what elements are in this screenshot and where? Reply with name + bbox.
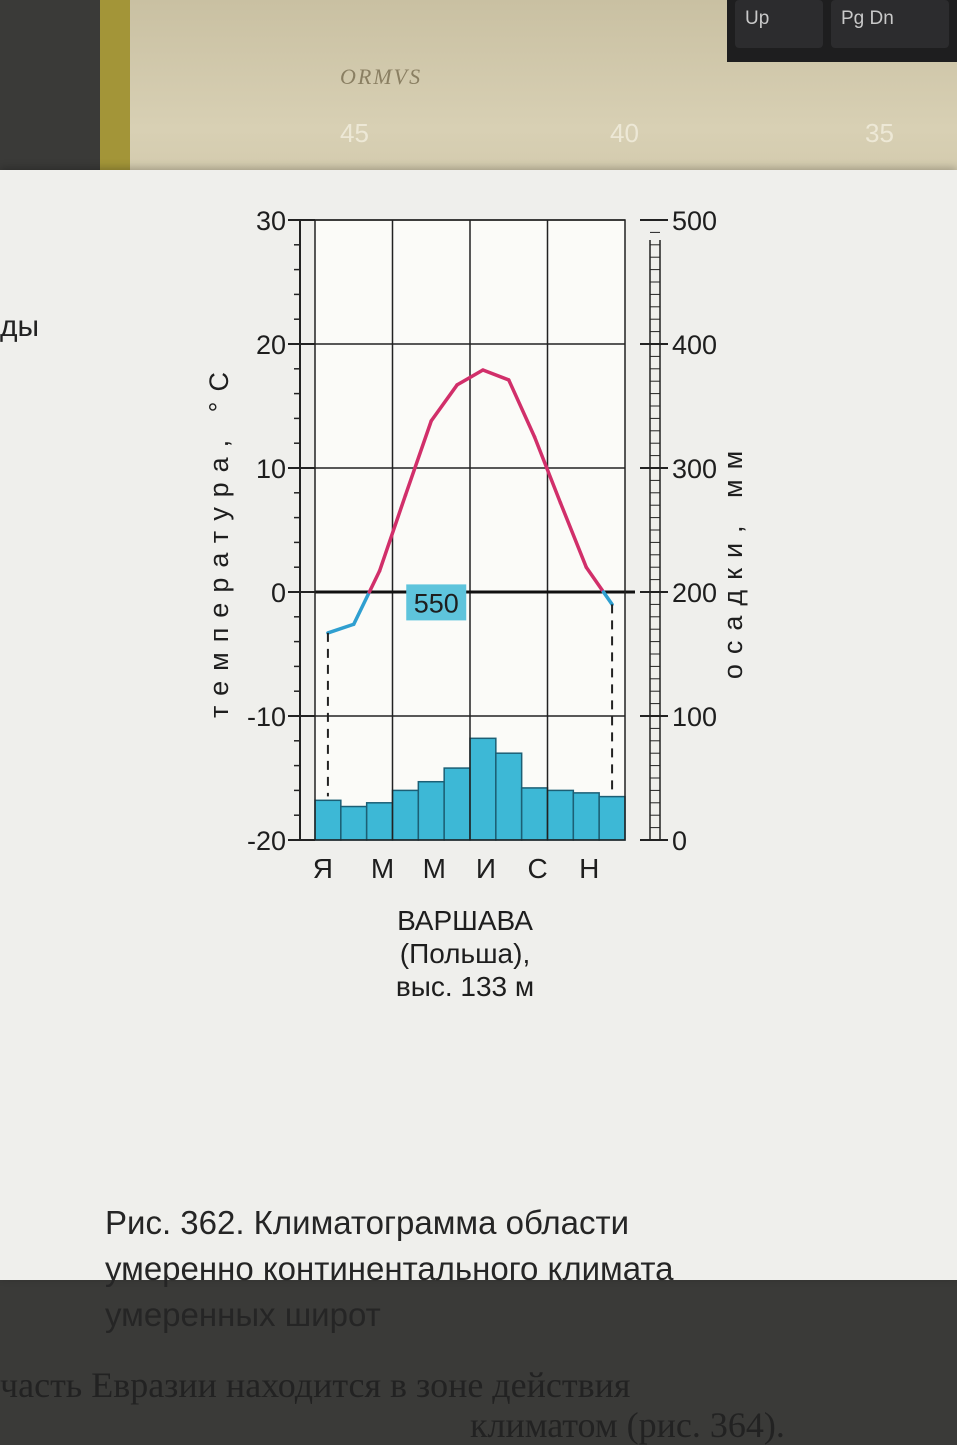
left-axis-tick-label: 20: [256, 330, 286, 360]
previous-page-fragment: ды: [0, 310, 40, 343]
right-axis-tick-label: 300: [672, 454, 717, 484]
month-label: С: [527, 853, 547, 884]
temperature-segment: [507, 378, 537, 439]
annual-precipitation-label: 550: [414, 588, 459, 618]
precipitation-bar: [365, 802, 394, 841]
month-label: Я: [313, 853, 333, 884]
temperature-segment: [584, 565, 606, 594]
temperature-segment: [481, 368, 511, 382]
month-label: М: [371, 853, 394, 884]
precipitation-bar: [340, 805, 368, 841]
caption-line: умеренных широт: [105, 1296, 381, 1333]
body-text-line: часть Евразии находится в зоне действия: [0, 1365, 631, 1405]
precipitation-bar: [443, 767, 471, 841]
left-axis-tick-label: -20: [247, 826, 286, 856]
map-page-number: 45: [340, 118, 369, 148]
temperature-segment: [455, 368, 485, 387]
station-label: выс. 133 м: [396, 971, 534, 1002]
annual-precipitation-badge: [406, 584, 467, 621]
station-label: ВАРШАВА: [397, 905, 533, 936]
precipitation-bar: [469, 737, 497, 841]
keyboard-key: Pg Dn: [831, 0, 949, 48]
temperature-segment: [532, 435, 563, 505]
right-axis-tick-label: 500: [672, 206, 717, 236]
body-text-line: климатом (рис. 364).: [470, 1405, 785, 1445]
page-edge-band: [100, 0, 130, 175]
precipitation-bar: [520, 787, 549, 841]
month-label: И: [476, 853, 496, 884]
left-axis-tick-label: 30: [256, 206, 286, 236]
right-axis-tick-label: 400: [672, 330, 717, 360]
map-page-number: 40: [610, 118, 639, 148]
month-label: Н: [579, 853, 599, 884]
keyboard-corner: Up Pg Dn: [727, 0, 957, 62]
temperature-segment: [352, 590, 372, 626]
left-axis-tick-label: -10: [247, 702, 286, 732]
precipitation-bar: [391, 789, 420, 841]
temperature-segment: [403, 419, 433, 498]
right-axis-tick-label: 0: [672, 826, 687, 856]
map-city-label: ORMVS: [340, 64, 423, 89]
book-page: ды 30 20 10 0 -10 -20 500 400 300 200 100 0 температ…: [0, 170, 957, 1445]
left-axis-tick-label: 10: [256, 454, 286, 484]
precipitation-bar: [572, 792, 600, 841]
precipitation-bar: [314, 799, 342, 841]
map-page-number: 35: [865, 118, 894, 148]
temperature-segment: [601, 590, 614, 607]
temperature-segment: [377, 493, 408, 573]
temperature-segment: [367, 569, 382, 594]
right-axis-tick-label: 200: [672, 578, 717, 608]
caption-line: умеренно континентального климата: [105, 1250, 674, 1287]
temperature-segment: [326, 622, 356, 635]
temperature-segment: [429, 383, 459, 423]
climatogram: 3020100-10-205004003002001000температура…: [204, 206, 748, 1002]
left-axis-title: температура, °C: [204, 362, 234, 718]
figure-caption: Рис. 362. Климатограмма области умеренно…: [105, 1200, 885, 1338]
caption-line: Рис. 362. Климатограмма области: [105, 1204, 630, 1241]
month-label: М: [423, 853, 446, 884]
right-axis-tick-label: 100: [672, 702, 717, 732]
keyboard-key: Up: [735, 0, 823, 48]
body-text: часть Евразии находится в зоне действия …: [0, 1365, 957, 1445]
temperature-segment: [558, 500, 588, 569]
station-label: (Польша),: [400, 938, 530, 969]
left-axis-tick-label: 0: [271, 578, 286, 608]
precipitation-bar: [546, 789, 575, 841]
precipitation-bar: [495, 752, 523, 841]
plot-frame: [314, 219, 626, 841]
precipitation-bar: [598, 795, 626, 841]
right-axis-title: осадки, мм: [718, 441, 748, 679]
precipitation-bar: [417, 780, 445, 841]
